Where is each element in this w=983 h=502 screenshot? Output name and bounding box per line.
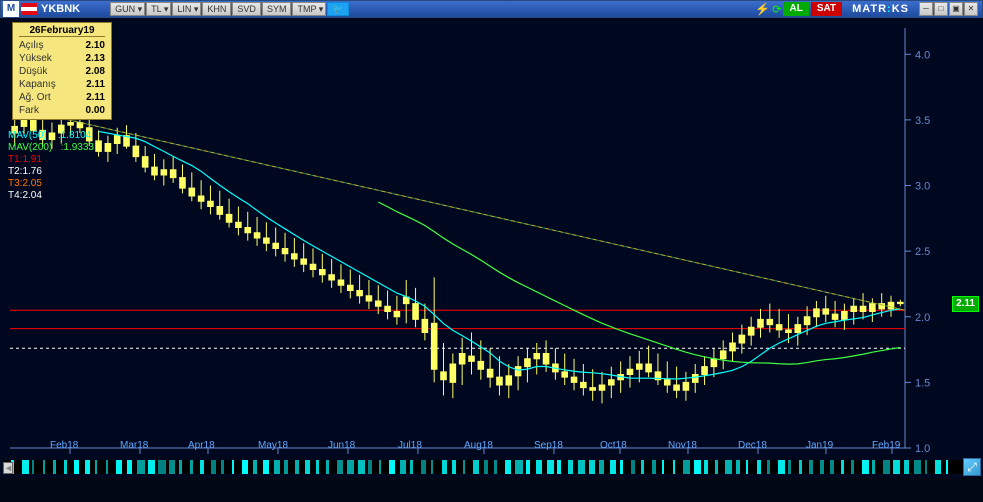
period-button[interactable]: GUN ▾: [110, 2, 145, 16]
month-label: Feb18: [50, 440, 78, 451]
currency-button[interactable]: TL ▾: [146, 2, 171, 16]
right-buttons: ⚡ ⟳ AL SAT MATR:KS ─ □ ▣ ✕: [755, 2, 978, 16]
ohlc-row: Açılış2.10: [19, 39, 105, 52]
month-label: Jul18: [398, 440, 422, 451]
ohlc-row: Yüksek2.13: [19, 52, 105, 65]
indicator-label: T4:2.04: [8, 190, 94, 202]
ohlc-row: Düşük2.08: [19, 65, 105, 78]
ohlc-date: 26February19: [19, 25, 105, 37]
flag-icon: [21, 3, 37, 15]
sell-button[interactable]: SAT: [811, 2, 842, 16]
month-label: May18: [258, 440, 288, 451]
indicator-label: T2:1.76: [8, 166, 94, 178]
svg-text:3.0: 3.0: [915, 181, 930, 193]
svg-text:2.0: 2.0: [915, 312, 930, 324]
khn-button[interactable]: KHN: [202, 2, 231, 16]
last-price-box: 2.11: [952, 296, 979, 312]
app-logo: M: [3, 1, 19, 17]
ohlc-row: Fark0.00: [19, 104, 105, 117]
svg-text:4.0: 4.0: [915, 49, 930, 61]
indicator-labels: MAV(50) :1.8104MAV(200) :1.9333T1:1.91T2…: [8, 130, 94, 202]
month-label: Apr18: [188, 440, 215, 451]
corner-logo-icon[interactable]: ⤢: [963, 458, 981, 476]
tmp-button[interactable]: TMP ▾: [292, 2, 326, 16]
svg-text:1.5: 1.5: [915, 377, 930, 389]
minimize-button[interactable]: ─: [919, 2, 933, 16]
month-label: Jan19: [806, 440, 833, 451]
flash-icon[interactable]: ⚡: [755, 2, 770, 16]
ohlc-row: Ağ. Ort2.11: [19, 91, 105, 104]
month-label: Mar18: [120, 440, 148, 451]
svg-text:2.5: 2.5: [915, 246, 930, 258]
indicator-label: MAV(200) :1.9333: [8, 142, 94, 154]
x-axis: Feb18 Mar18 Apr18 May18 Jun18 Jul18 Aug18 Sep18…: [0, 440, 960, 456]
titlebar: M YKBNK GUN ▾ TL ▾ LIN ▾ KHN SVD SYM TMP…: [0, 0, 983, 18]
svg-text:3.5: 3.5: [915, 115, 930, 127]
brand-label: MATR:KS: [852, 3, 909, 15]
chart-area[interactable]: 1.01.52.02.53.03.54.0 26February19 Açılı…: [0, 18, 983, 478]
twitter-button[interactable]: 🐦: [327, 2, 348, 16]
month-label: Sep18: [534, 440, 563, 451]
refresh-icon[interactable]: ⟳: [772, 3, 781, 16]
price-chart: 1.01.52.02.53.03.54.0: [0, 18, 983, 478]
month-label: Dec18: [738, 440, 767, 451]
scroll-left-button[interactable]: ◄: [3, 462, 13, 474]
maximize-button[interactable]: □: [934, 2, 948, 16]
month-label: Nov18: [668, 440, 697, 451]
sym-button[interactable]: SYM: [262, 2, 292, 16]
indicator-label: T3:2.05: [8, 178, 94, 190]
month-label: Feb19: [872, 440, 900, 451]
month-label: Aug18: [464, 440, 493, 451]
month-label: Jun18: [328, 440, 355, 451]
ohlc-row: Kapanış2.11: [19, 78, 105, 91]
chart-type-button[interactable]: LIN ▾: [172, 2, 201, 16]
volume-scrollbar[interactable]: [3, 460, 963, 474]
symbol-name: YKBNK: [41, 3, 80, 15]
ohlc-box: 26February19 Açılış2.10Yüksek2.13Düşük2.…: [12, 22, 112, 120]
restore-button[interactable]: ▣: [949, 2, 963, 16]
close-button[interactable]: ✕: [964, 2, 978, 16]
buy-button[interactable]: AL: [783, 2, 808, 16]
indicator-label: MAV(50) :1.8104: [8, 130, 94, 142]
month-label: Oct18: [600, 440, 627, 451]
indicator-label: T1:1.91: [8, 154, 94, 166]
chart-toolbar: GUN ▾ TL ▾ LIN ▾ KHN SVD SYM TMP ▾ 🐦: [110, 2, 348, 16]
svd-button[interactable]: SVD: [232, 2, 261, 16]
